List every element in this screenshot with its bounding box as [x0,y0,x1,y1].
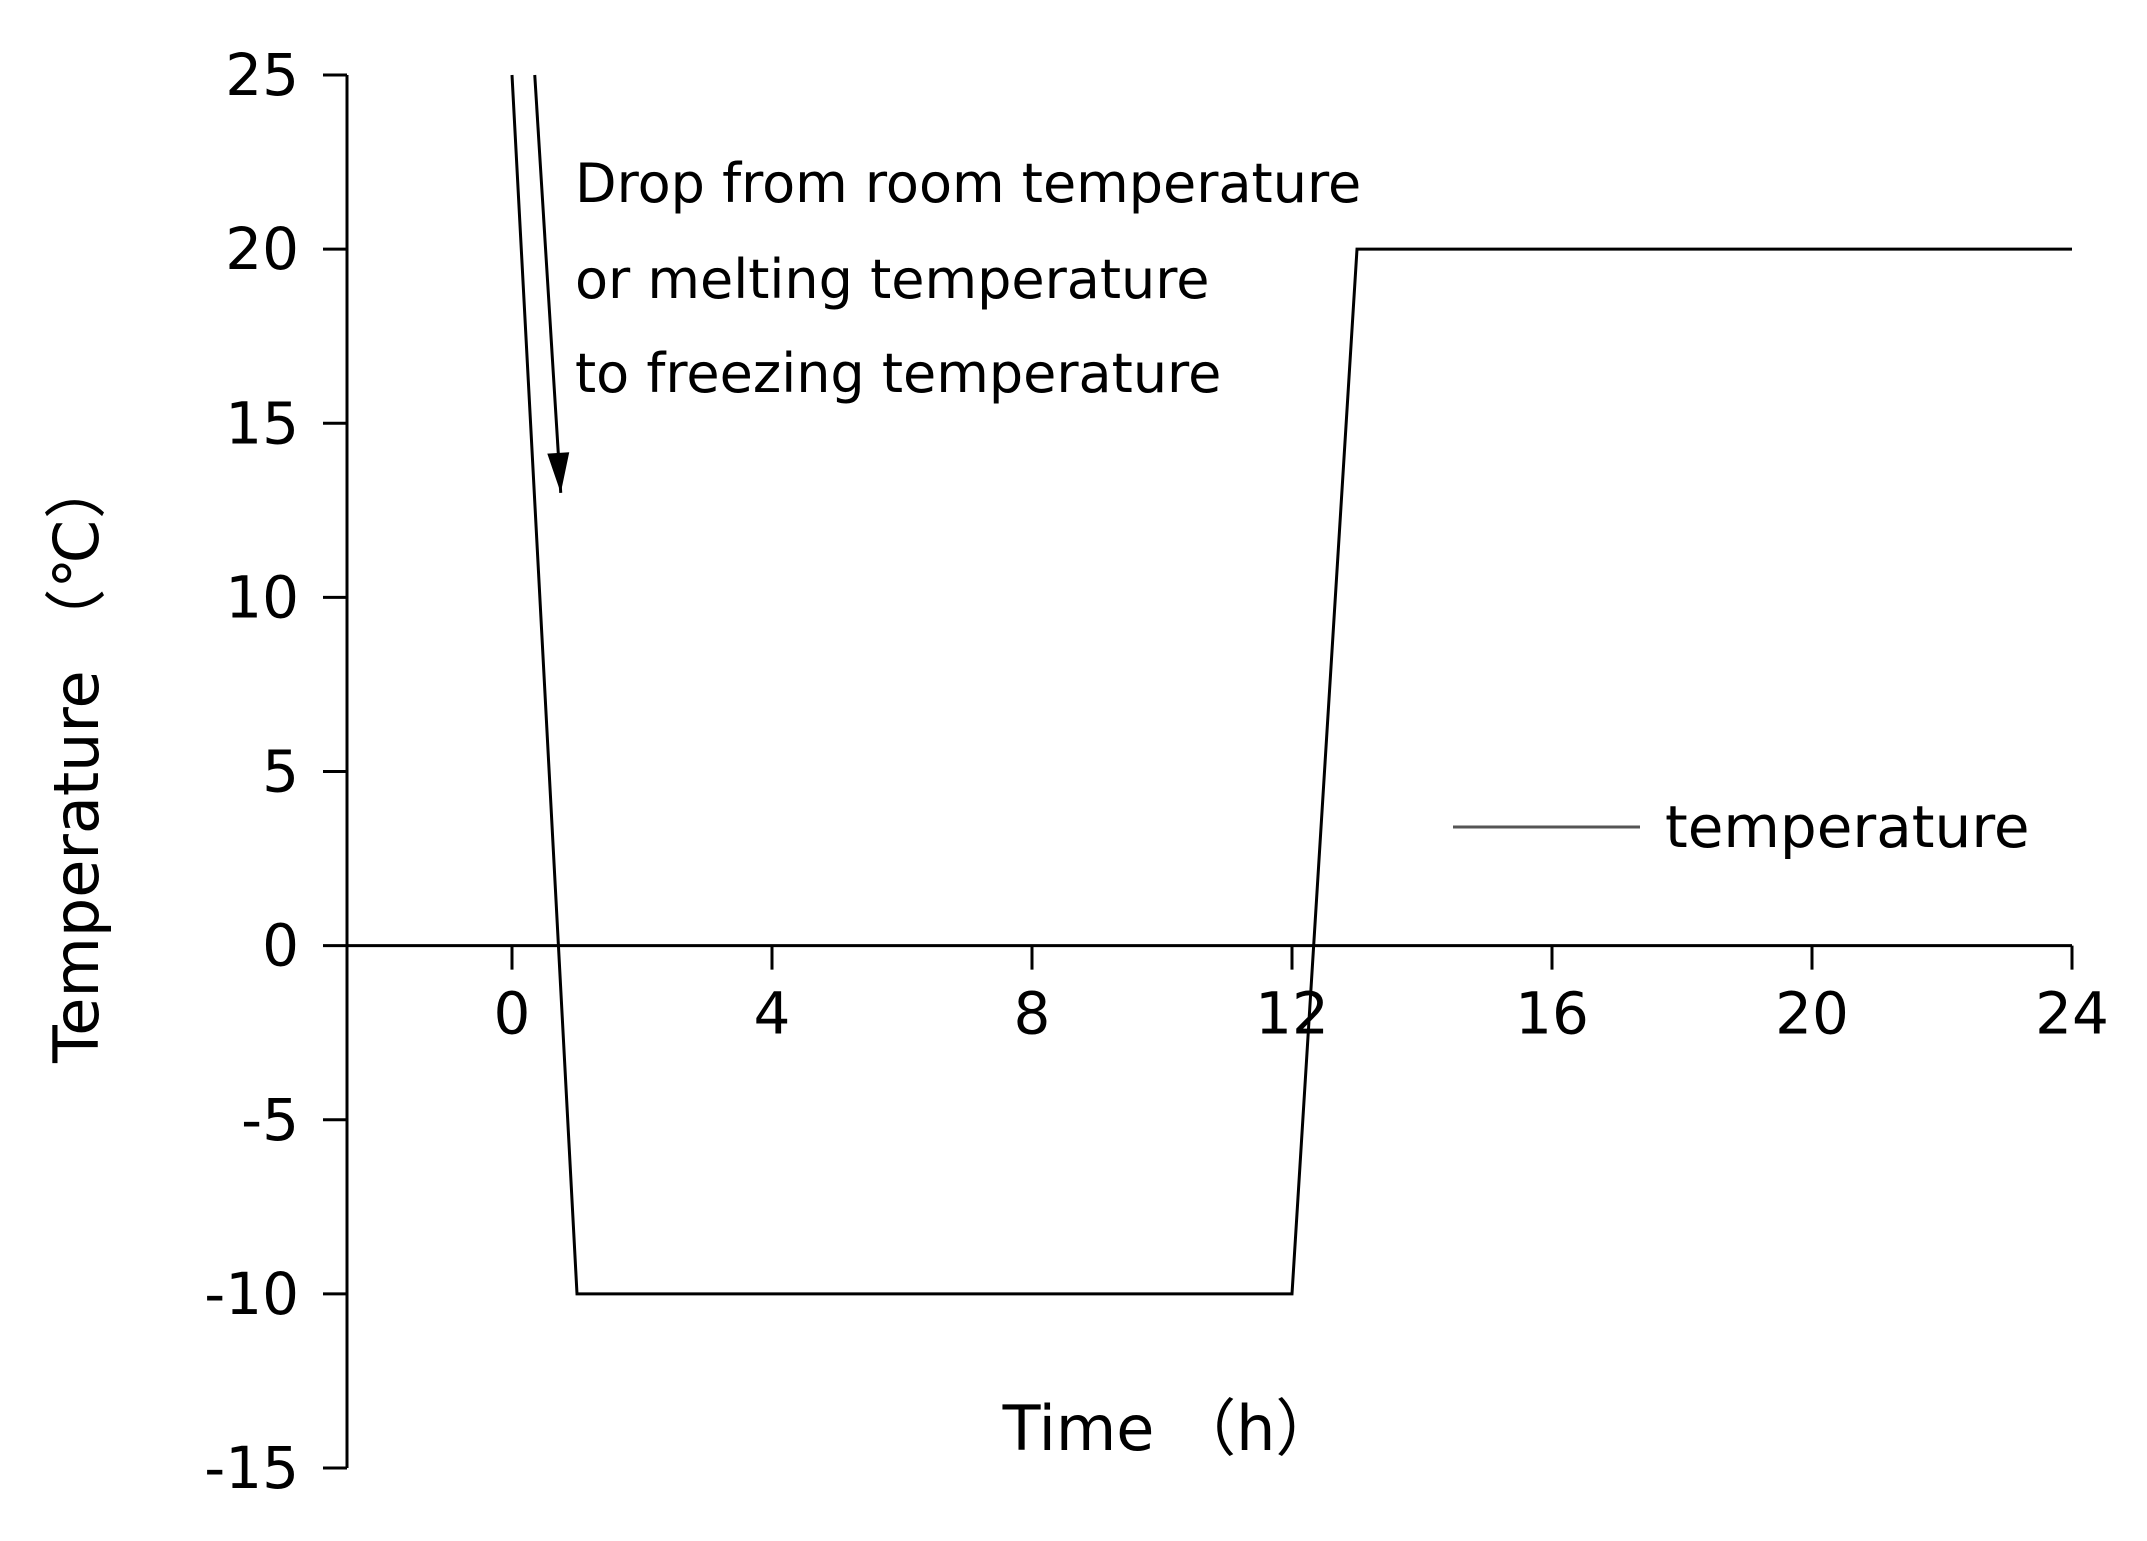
y-tick-label: 0 [262,912,299,980]
annotation-layer: Drop from room temperature or melting te… [533,74,1361,493]
legend: temperature [1453,793,2030,861]
y-tick-label: 20 [225,215,299,283]
y-tick-label: -5 [241,1086,299,1154]
annotation-text-line: Drop from room temperature [575,152,1361,215]
y-tick-label: -10 [204,1260,299,1328]
annotation-text-line: or melting temperature [575,248,1210,311]
x-tick-label: 8 [1014,980,1051,1048]
y-tick-label: 5 [262,738,299,806]
legend-label: temperature [1665,793,2030,861]
series-line-temperature [510,74,2072,1296]
x-tick-label: 12 [1255,980,1329,1048]
series-layer [510,74,2072,1296]
x-axis: 0 4 8 12 16 20 24 [347,944,2109,1048]
x-tick-label: 16 [1515,980,1589,1048]
y-tick-label: -15 [204,1434,299,1502]
x-tick-label: 20 [1775,980,1849,1048]
y-axis-title: Temperature （℃） [40,457,113,1064]
y-tick-label: 10 [225,563,299,631]
annotation-arrow-head [547,452,570,493]
y-tick-label: 25 [225,41,299,109]
x-tick-label: 0 [494,980,531,1048]
annotation-text-line: to freezing temperature [575,342,1221,405]
y-axis: 25 20 15 10 5 0 -5 -10 -15 [204,41,349,1502]
y-tick-label: 15 [225,389,299,457]
x-axis-title: Time （h） [1002,1392,1338,1465]
annotation-arrow-shaft [533,74,563,493]
x-tick-label: 4 [754,980,791,1048]
x-tick-label: 24 [2035,980,2109,1048]
